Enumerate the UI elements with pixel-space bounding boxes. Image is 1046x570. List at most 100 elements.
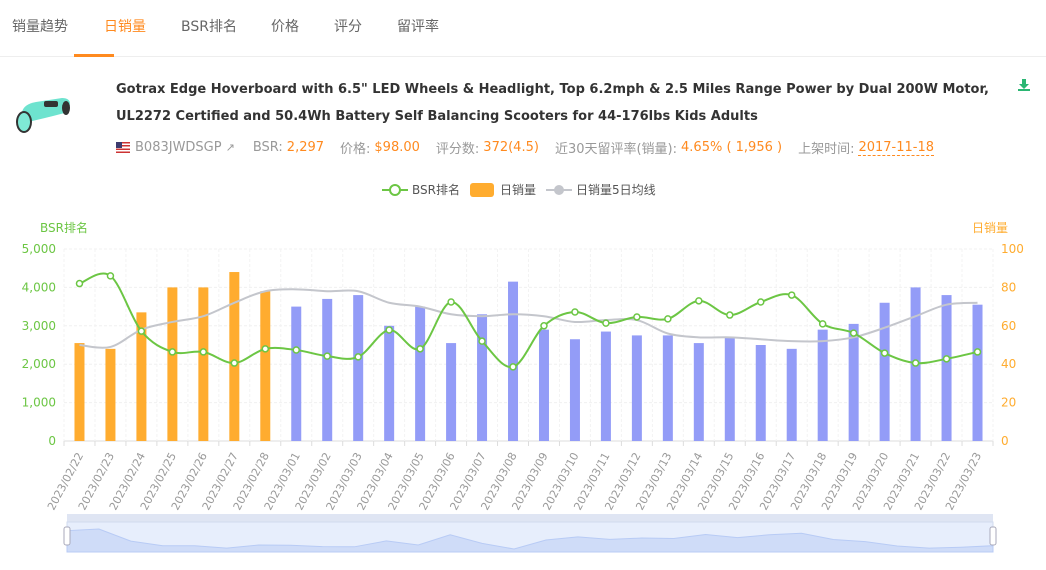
- rating-value: 372(4.5): [483, 140, 539, 155]
- bsr-point: [818, 320, 827, 328]
- bsr-point: [416, 345, 424, 353]
- bar-daily-sales: [972, 304, 983, 441]
- left-tick-label: 0: [48, 434, 56, 448]
- slider-handle-right[interactable]: [989, 526, 997, 546]
- legend-daily-sales[interactable]: 日销量: [469, 181, 536, 198]
- bsr-point: [942, 355, 951, 363]
- product-image[interactable]: [14, 94, 72, 134]
- product-title[interactable]: Gotrax Edge Hoverboard with 6.5" LED Whe…: [116, 82, 989, 124]
- bar-daily-sales: [291, 306, 302, 441]
- asin[interactable]: B083JWDSGP: [135, 140, 222, 155]
- bar-daily-sales: [105, 348, 116, 441]
- bsr-point: [137, 327, 146, 335]
- bar-daily-sales: [538, 329, 549, 441]
- bar-daily-sales: [229, 272, 240, 441]
- right-tick-label: 60: [1001, 319, 1016, 333]
- product-meta: B083JWDSGP ↗ BSR: 2,297 价格: $98.00 评分数: 372…: [116, 138, 950, 157]
- legend-bsr[interactable]: BSR排名: [382, 181, 460, 198]
- bar-daily-sales: [198, 287, 209, 441]
- right-tick-label: 20: [1001, 396, 1016, 410]
- bsr-point: [602, 319, 610, 327]
- bsr-point: [540, 322, 548, 330]
- left-tick-label: 5,000: [22, 242, 56, 256]
- bar-daily-sales: [600, 331, 611, 441]
- bsr-point: [168, 348, 177, 356]
- external-link-icon[interactable]: ↗: [225, 141, 235, 154]
- listed-date-label: 上架时间:: [798, 142, 855, 157]
- tab-bsr-rank[interactable]: BSR排名: [181, 19, 237, 35]
- bsr-point: [199, 348, 208, 356]
- bar-daily-sales: [631, 335, 642, 441]
- us-flag-icon: [116, 142, 130, 153]
- bar-daily-sales: [724, 337, 735, 441]
- bsr-point: [695, 297, 703, 305]
- bsr-point: [106, 272, 115, 280]
- left-tick-label: 2,000: [22, 357, 56, 371]
- bar-daily-sales: [136, 312, 147, 441]
- left-tick-label: 4,000: [22, 280, 56, 294]
- bsr-point: [354, 353, 362, 361]
- bsr-point: [849, 329, 858, 337]
- bsr-point: [633, 313, 641, 321]
- slider-preview-area: [66, 528, 994, 553]
- right-tick-label: 40: [1001, 357, 1016, 371]
- line-5day-average: [79, 288, 978, 349]
- bar-daily-sales: [508, 281, 519, 441]
- bar-daily-sales: [415, 306, 426, 441]
- left-axis-title: BSR排名: [40, 221, 88, 235]
- bsr-point: [447, 298, 455, 306]
- bsr-point: [726, 311, 734, 319]
- bar-daily-sales: [384, 325, 395, 441]
- bsr-point: [880, 349, 889, 357]
- legend-bsr-label: BSR排名: [412, 183, 460, 197]
- price-value: $98.00: [374, 140, 420, 155]
- bsr-point: [664, 315, 672, 323]
- bsr-point: [787, 291, 796, 299]
- bar-daily-sales: [569, 339, 580, 441]
- legend-avg-label: 日销量5日均线: [576, 183, 656, 197]
- bar-daily-sales: [848, 323, 859, 441]
- bsr-point: [261, 345, 270, 353]
- active-tab-indicator: [74, 54, 114, 57]
- bar-daily-sales: [941, 295, 952, 441]
- bar-daily-sales: [74, 343, 85, 441]
- right-tick-label: 0: [1001, 434, 1009, 448]
- tab-bar: 销量趋势 日销量 BSR排名 价格 评分 留评率: [0, 0, 1046, 57]
- bsr-value: 2,297: [286, 140, 325, 155]
- chart-legend: BSR排名 日销量 日销量5日均线: [382, 181, 666, 198]
- tab-price[interactable]: 价格: [271, 19, 299, 35]
- bar-daily-sales: [817, 329, 828, 441]
- tab-rating[interactable]: 评分: [334, 19, 362, 35]
- legend-bar-swatch: [469, 182, 494, 197]
- bar-daily-sales: [662, 335, 673, 441]
- bar-daily-sales: [879, 302, 890, 441]
- tab-sales-trend[interactable]: 销量趋势: [12, 19, 68, 35]
- bsr-point: [911, 359, 920, 367]
- bsr-point: [973, 348, 982, 356]
- slider-top-bar: [67, 514, 993, 522]
- bar-daily-sales: [260, 291, 271, 441]
- left-tick-label: 3,000: [22, 319, 56, 333]
- review-rate-value: 4.65% ( 1,956 ): [681, 140, 783, 155]
- bar-daily-sales: [353, 295, 364, 441]
- download-icon[interactable]: [1017, 78, 1031, 92]
- legend-daily-sales-label: 日销量: [499, 183, 536, 197]
- bsr-point: [509, 363, 517, 371]
- bsr-point: [323, 352, 331, 360]
- bar-daily-sales: [446, 343, 457, 441]
- bar-daily-sales: [167, 287, 178, 441]
- listed-date-value: 2017-11-18: [858, 139, 935, 156]
- rating-label: 评分数:: [435, 142, 480, 157]
- bsr-point: [757, 298, 765, 306]
- bsr-point: [230, 359, 239, 367]
- slider-handle-left[interactable]: [63, 526, 71, 546]
- bar-daily-sales: [755, 345, 766, 441]
- tab-review-rate[interactable]: 留评率: [397, 19, 439, 35]
- bar-daily-sales: [477, 314, 488, 441]
- bsr-point: [75, 279, 84, 288]
- bar-daily-sales: [693, 343, 704, 441]
- right-tick-label: 100: [1001, 242, 1024, 256]
- legend-avg[interactable]: 日销量5日均线: [546, 181, 656, 198]
- tab-daily-sales[interactable]: 日销量: [104, 19, 146, 35]
